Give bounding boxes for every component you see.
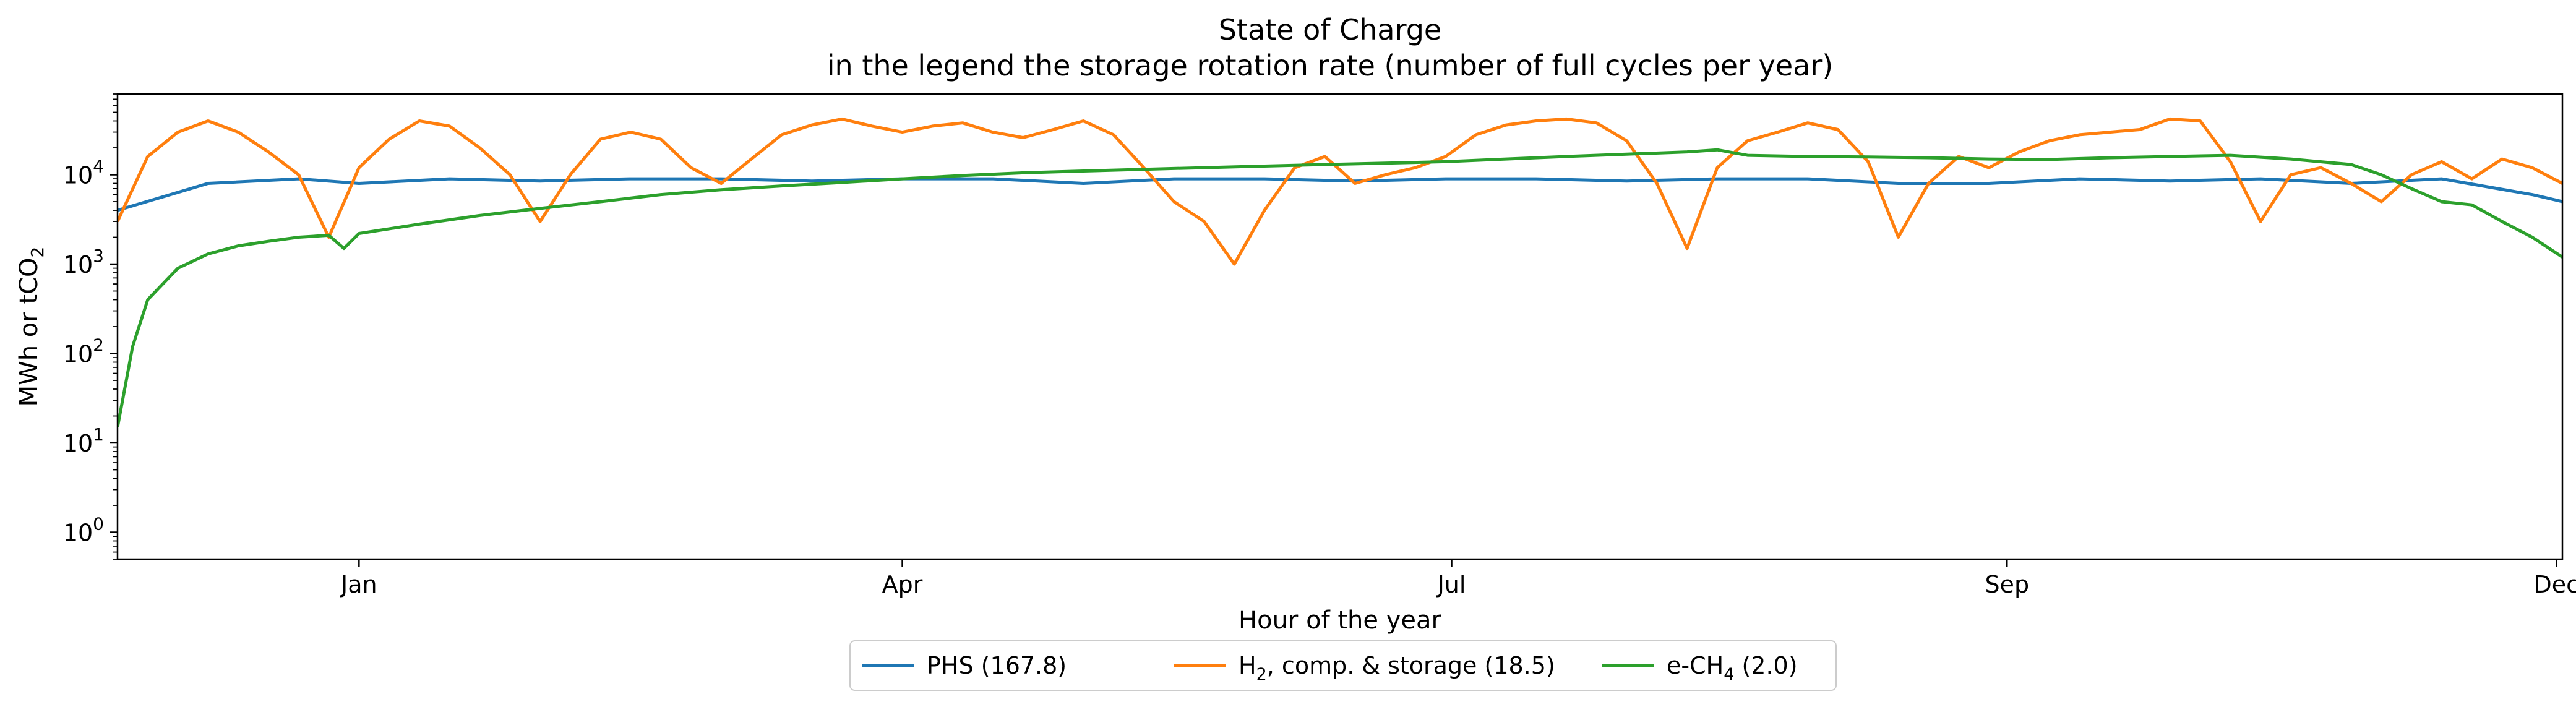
y-tick-label-3: 103 [63, 246, 104, 278]
series-line-2 [118, 148, 2562, 428]
y-axis-label: MWh or tCO2 [15, 247, 48, 407]
legend-label-0: PHS (167.8) [927, 652, 1067, 679]
series-line-0 [118, 177, 2562, 212]
chart-title: State of Charge [1219, 13, 1441, 46]
legend-box [849, 640, 1837, 691]
y-tick-label-1: 101 [63, 424, 104, 457]
x-tick-label-3: Sep [1985, 571, 2029, 598]
y-tick-label-2: 102 [63, 335, 104, 367]
y-tick-label-0: 100 [63, 514, 104, 547]
x-tick-label-0: Jan [340, 571, 377, 598]
legend: PHS (167.8) H2, comp. & storage (18.5) e-C… [862, 652, 1798, 684]
x-tick-label-1: Apr [882, 571, 923, 598]
x-tick-label-2: Jul [1436, 571, 1466, 598]
x-tick-label-4: Dec [2533, 571, 2576, 598]
legend-label-2: e-CH4 (2.0) [1667, 652, 1798, 684]
y-tick-label-4: 104 [63, 156, 104, 189]
series-line-1 [118, 117, 2562, 266]
x-axis: Jan Apr Jul Sep Dec [340, 559, 2576, 598]
chart-subtitle: in the legend the storage rotation rate … [827, 49, 1833, 82]
legend-label-1: H2, comp. & storage (18.5) [1239, 652, 1555, 684]
series-layer [118, 117, 2562, 428]
x-axis-label: Hour of the year [1239, 606, 1441, 635]
y-axis: 100 101 102 103 104 [63, 93, 118, 560]
